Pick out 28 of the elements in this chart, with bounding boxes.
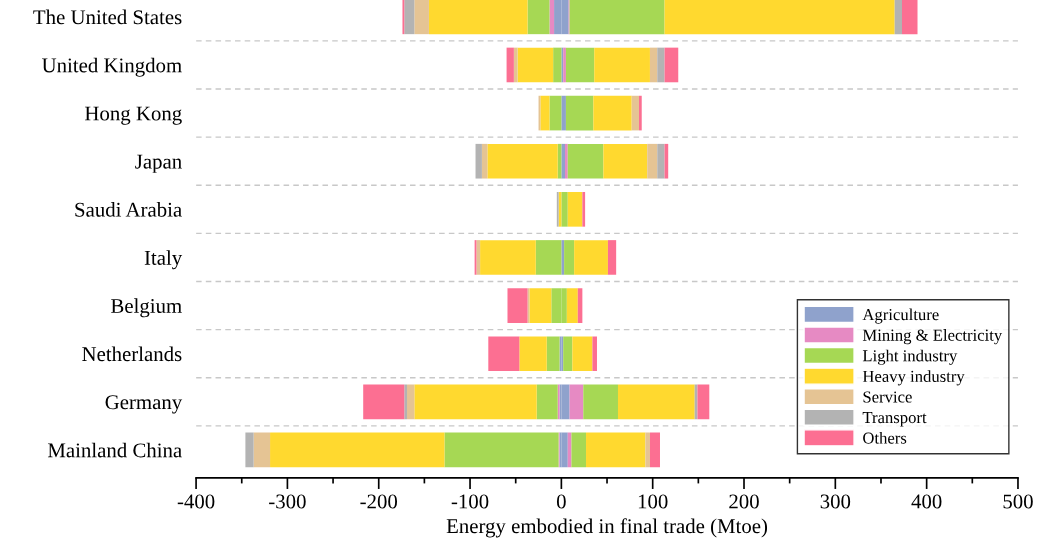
x-axis-title: Energy embodied in final trade (Mtoe) [446, 518, 768, 538]
x-tick-label: 500 [1003, 494, 1033, 509]
x-tick-label: 0 [556, 494, 566, 509]
y-tick-label: Saudi Arabia [75, 202, 182, 217]
x-tick-label: -400 [177, 494, 215, 509]
legend-label: Others [863, 431, 907, 444]
x-tick-label: 400 [911, 494, 942, 509]
y-tick-label: United Kingdom [42, 57, 182, 77]
x-tick-label: 300 [820, 494, 851, 509]
legend-label: Service [863, 391, 912, 403]
x-tick-label: -100 [451, 494, 489, 509]
legend-label: Transport [862, 412, 927, 427]
x-tick-label: -200 [360, 494, 398, 509]
y-tick-label: Hong Kong [84, 106, 182, 125]
legend-label: Light industry [862, 349, 958, 365]
x-tick-label: 200 [729, 494, 759, 509]
legend-label: Mining & Electricity [862, 329, 1003, 345]
y-tick-label: Germany [105, 395, 183, 414]
y-tick-label: Belgium [111, 298, 182, 318]
legend-label: Heavy industry [862, 370, 965, 386]
x-tick-label: 100 [638, 494, 668, 509]
y-tick-label: Mainland China [47, 442, 182, 458]
y-tick-label: The United States [33, 9, 182, 25]
legend-label: Agriculture [862, 308, 939, 324]
y-tick-label: Netherlands [82, 346, 182, 362]
x-tick-label: -300 [269, 494, 306, 509]
y-tick-label: Italy [144, 250, 183, 270]
y-tick-label: Japan [135, 154, 182, 173]
